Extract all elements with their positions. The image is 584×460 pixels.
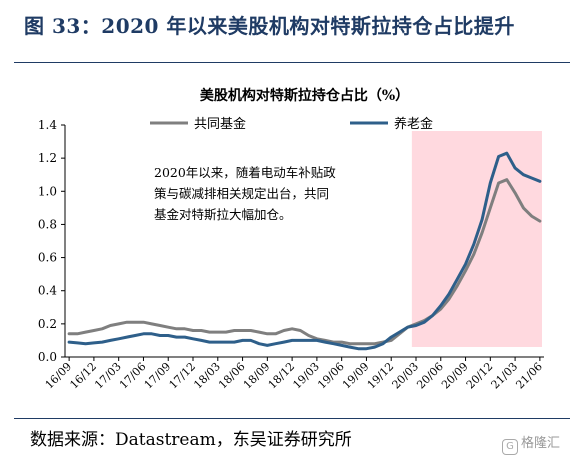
top-divider: [14, 62, 570, 63]
x-tick-label: 19/06: [315, 360, 347, 392]
y-tick-label: 0.2: [38, 317, 57, 331]
x-tick-label: 18/06: [216, 360, 248, 392]
bottom-divider: [14, 418, 570, 419]
x-tick-label: 18/09: [241, 360, 273, 392]
legend-label-2: 养老金: [394, 116, 433, 132]
x-tick-label: 16/09: [43, 360, 75, 392]
y-tick-label: 0.4: [38, 284, 57, 298]
x-tick-label: 20/03: [390, 360, 422, 392]
watermark: G 格隆汇: [502, 432, 560, 455]
y-tick-label: 0.8: [38, 217, 57, 231]
x-tick-label: 21/03: [489, 360, 521, 392]
legend-label-1: 共同基金: [194, 116, 246, 132]
x-tick-label: 19/12: [365, 360, 397, 392]
figure-title: 图 33：2020 年以来美股机构对特斯拉持仓占比提升: [24, 14, 515, 38]
annotation-line-3: 基金对特斯拉大幅加仓。: [154, 207, 292, 222]
line-chart: 美股机构对特斯拉持仓占比（%） 共同基金 养老金 0.0 0.2 0.4 0.6 0.8 1.0…: [38, 87, 545, 392]
x-tick-label: 17/09: [142, 360, 174, 392]
watermark-text: 格隆汇: [521, 436, 561, 451]
y-tick-label: 0.0: [38, 350, 57, 364]
x-tick-label: 18/03: [191, 360, 223, 392]
watermark-logo-icon: G: [502, 439, 518, 455]
x-tick-label: 19/03: [290, 360, 322, 392]
series-line-2: [67, 151, 542, 351]
x-tick-label: 21/06: [513, 360, 545, 392]
chart-title: 美股机构对特斯拉持仓占比（%）: [200, 87, 409, 104]
x-tick-label: 20/12: [464, 360, 496, 392]
x-tick-label: 19/09: [340, 360, 372, 392]
annotation-line-2: 策与碳减排相关规定出台，共同: [154, 186, 329, 201]
x-tick-label: 18/12: [266, 360, 298, 392]
y-tick-label: 1.4: [38, 118, 57, 132]
x-tick-label: 20/09: [439, 360, 471, 392]
x-tick-label: 16/12: [67, 360, 99, 392]
x-tick-label: 17/12: [167, 360, 199, 392]
y-tick-label: 1.2: [38, 151, 57, 165]
source-note: 数据来源：Datastream，东吴证券研究所: [30, 430, 352, 450]
y-tick-label: 0.6: [38, 251, 57, 265]
series-line-1: [67, 178, 542, 346]
y-tick-label: 1.0: [38, 184, 57, 198]
x-tick-label: 17/06: [117, 360, 149, 392]
x-tick-label: 20/06: [414, 360, 446, 392]
x-tick-label: 17/03: [92, 360, 124, 392]
annotation-line-1: 2020年以来，随着电动车补贴政: [154, 165, 336, 180]
